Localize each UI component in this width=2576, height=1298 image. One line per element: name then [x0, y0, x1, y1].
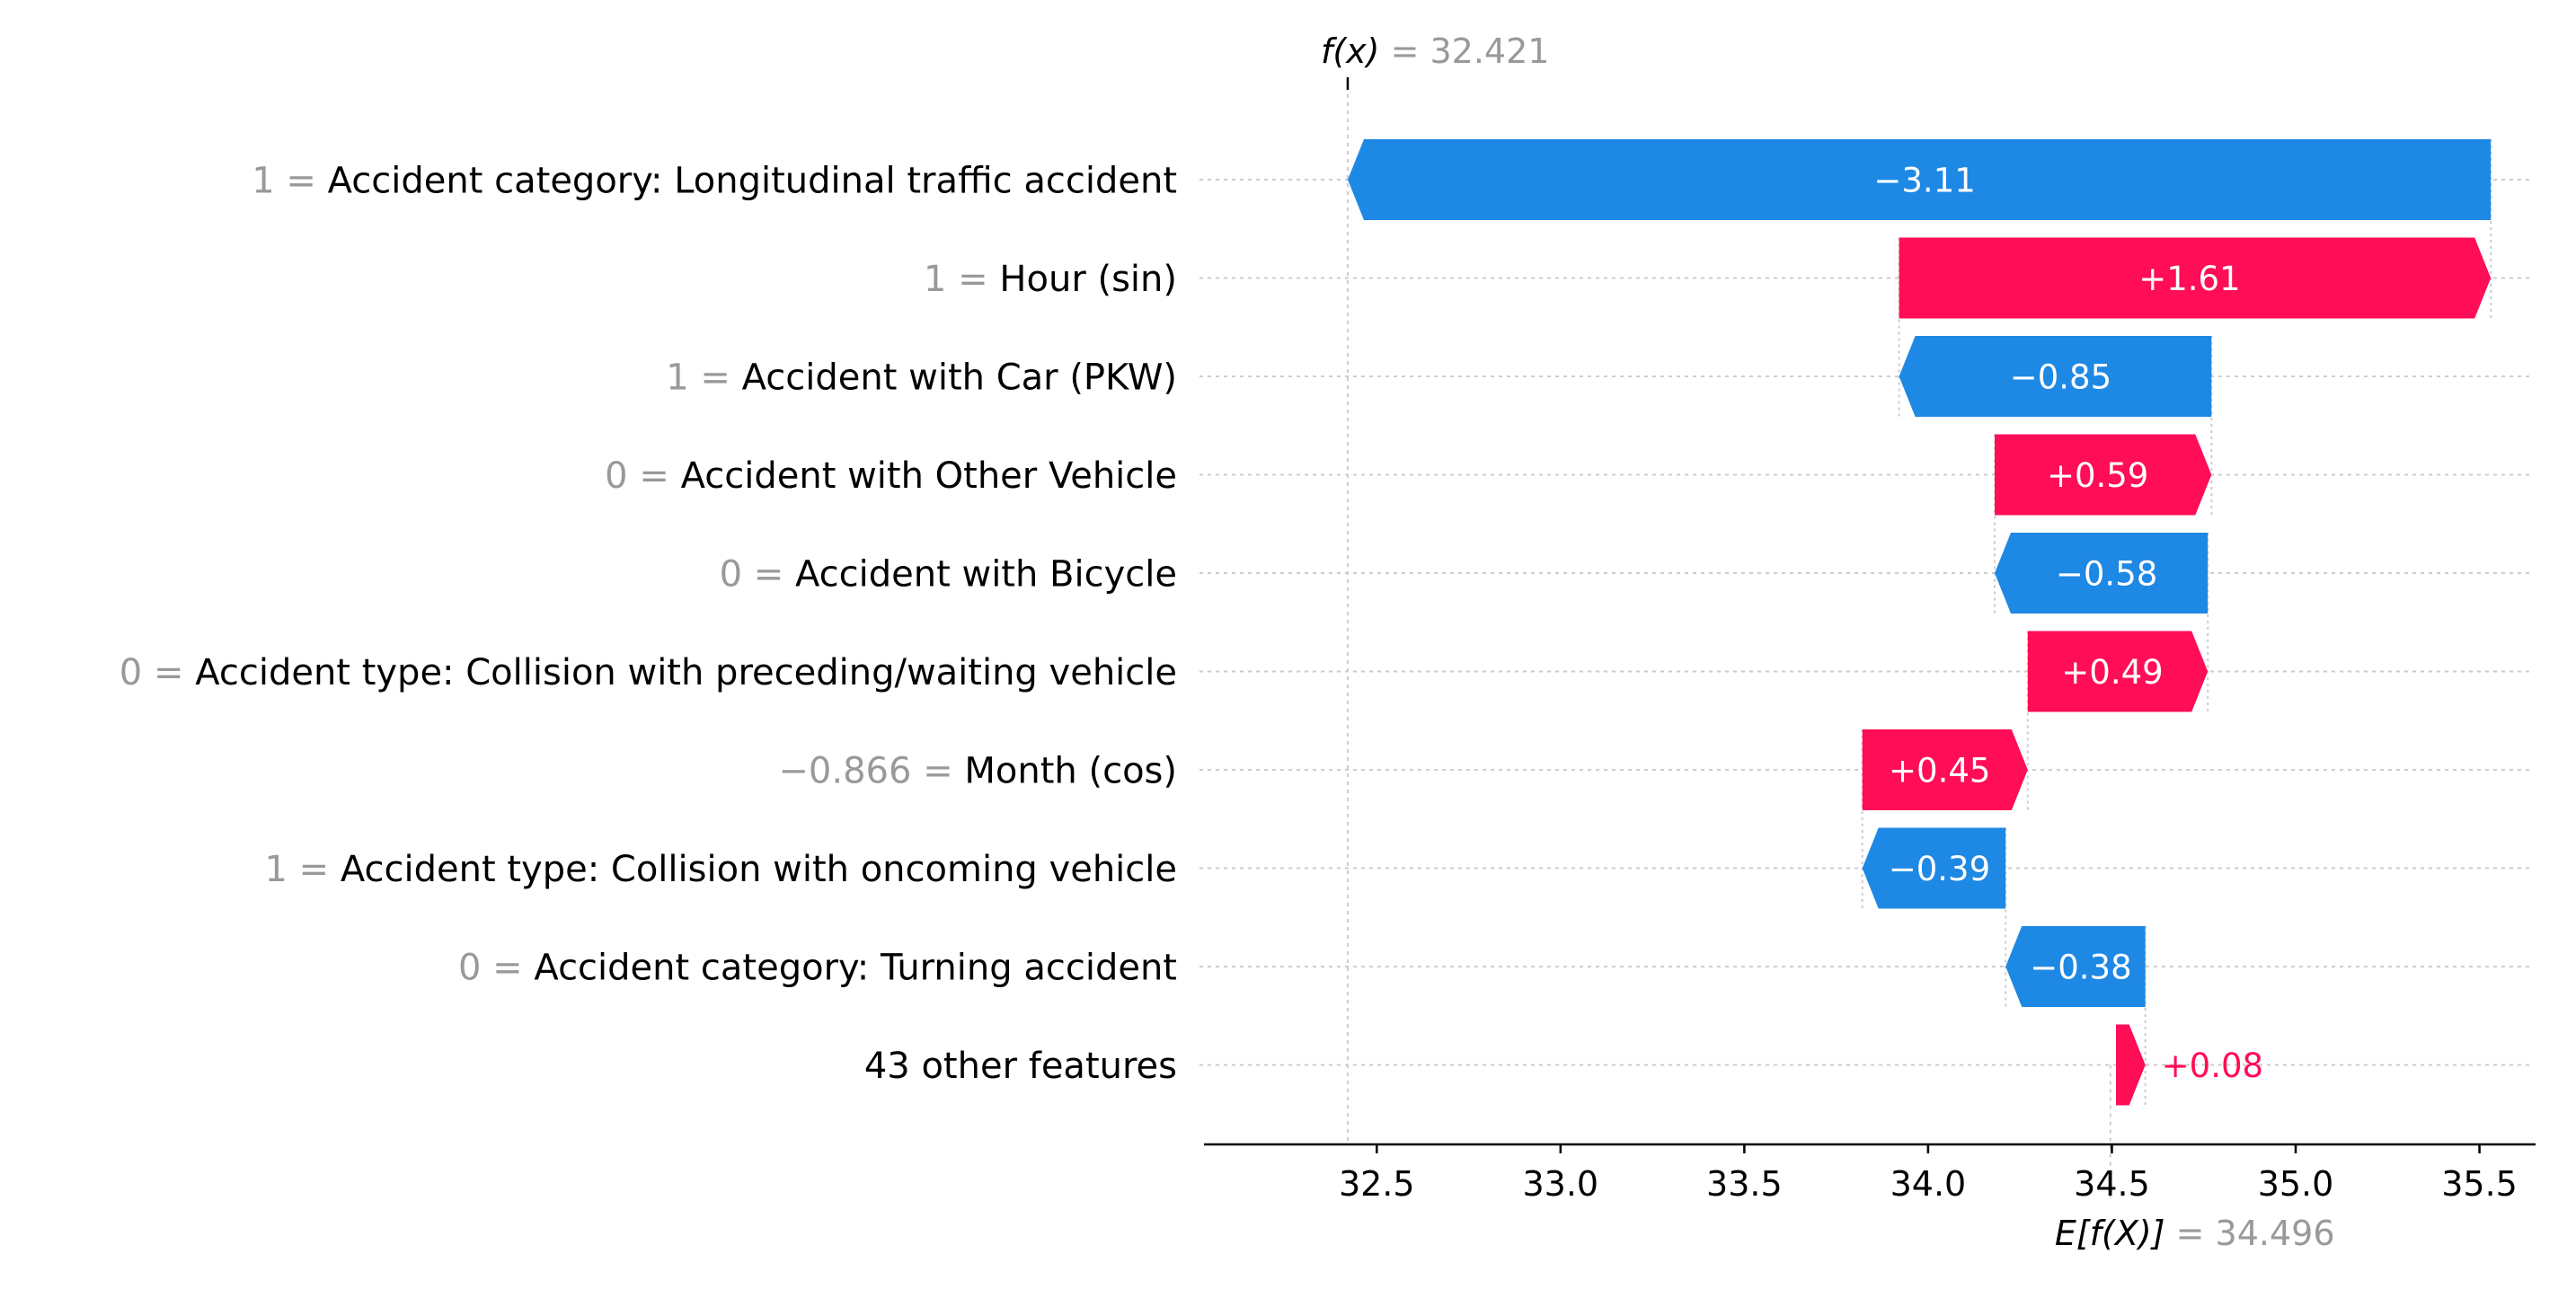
feature-value: 0 = — [720, 553, 795, 595]
feature-name: Accident with Other Vehicle — [681, 455, 1177, 497]
feature-value: 1 = — [666, 357, 741, 398]
x-tick-label: 35.5 — [2441, 1164, 2518, 1204]
bar-value-label: +0.08 — [2162, 1046, 2263, 1085]
bar-value-label: +1.61 — [2138, 260, 2240, 298]
efx-annotation: E[f(X)] = 34.496 — [2055, 1214, 2335, 1253]
x-axis: 32.5 33.0 33.5 34.0 34.5 35.0 35.5 — [1204, 1143, 2536, 1204]
feature-name: Hour (sin) — [999, 259, 1177, 300]
feature-label: 43 other features — [864, 1046, 1177, 1087]
fx-label: f(x) — [1321, 31, 1380, 71]
feature-name: Accident type: Collision with preceding/… — [195, 652, 1177, 693]
contribution-bar — [1862, 729, 2028, 810]
bar-value-label: −0.85 — [2010, 358, 2111, 396]
feature-label: 0 = Accident with Bicycle — [720, 553, 1177, 595]
x-tick-label: 35.0 — [2258, 1164, 2334, 1204]
bar-value-label: −0.38 — [2030, 948, 2131, 986]
feature-name: Accident category: Longitudinal traffic … — [328, 160, 1177, 201]
feature-value: −0.866 = — [778, 750, 964, 791]
feature-label: 1 = Accident category: Longitudinal traf… — [252, 160, 1177, 201]
contribution-bar — [1995, 533, 2209, 614]
feature-label: 1 = Accident type: Collision with oncomi… — [264, 849, 1177, 890]
x-tick-label: 34.0 — [1890, 1164, 1967, 1204]
contribution-bar — [2005, 926, 2146, 1007]
contribution-bar — [2027, 631, 2209, 712]
x-tick-label: 32.5 — [1339, 1164, 1415, 1204]
contribution-bar — [1995, 434, 2212, 516]
x-tick-label: 33.5 — [1706, 1164, 1783, 1204]
contribution-bar — [2116, 1024, 2146, 1106]
feature-value: 1 = — [924, 259, 999, 300]
bar-value-label: +0.49 — [2061, 653, 2163, 692]
feature-name: Accident type: Collision with oncoming v… — [341, 849, 1177, 890]
bar-value-label: −0.39 — [1889, 850, 1990, 888]
feature-value: 0 = — [605, 455, 680, 497]
contribution-bars: −3.11 +1.61 −0.85 +0.59 −0.58 +0.49 +0.45 −0.39… — [1348, 139, 2492, 1106]
feature-label: 0 = Accident category: Turning accident — [458, 947, 1177, 988]
feature-label: 0 = Accident type: Collision with preced… — [120, 652, 1177, 693]
feature-value: 1 = — [252, 160, 327, 201]
feature-label: −0.866 = Month (cos) — [778, 750, 1177, 791]
contribution-bar — [1899, 336, 2212, 417]
feature-name: 43 other features — [864, 1046, 1177, 1087]
annotations: f(x) = 32.421 E[f(X)] = 34.496 — [1321, 31, 2335, 1253]
feature-value: 0 = — [120, 652, 195, 693]
fx-annotation: f(x) = 32.421 — [1321, 31, 1550, 71]
efx-value: = 34.496 — [2165, 1214, 2335, 1253]
contribution-bar — [1862, 827, 2006, 909]
x-tick-label: 34.5 — [2074, 1164, 2150, 1204]
feature-label: 1 = Hour (sin) — [924, 259, 1177, 300]
feature-label: 1 = Accident with Car (PKW) — [666, 357, 1177, 398]
feature-name: Accident with Bicycle — [795, 553, 1177, 595]
contribution-bar — [1348, 139, 2492, 220]
efx-label: E[f(X)] — [2055, 1214, 2165, 1253]
contribution-bar — [1899, 237, 2492, 319]
bar-value-label: −0.58 — [2056, 554, 2157, 593]
fx-value: = 32.421 — [1379, 31, 1549, 71]
feature-name: Month (cos) — [964, 750, 1177, 791]
x-tick-label: 33.0 — [1523, 1164, 1599, 1204]
feature-value: 0 = — [458, 947, 534, 988]
reference-lines — [1346, 86, 2492, 1198]
feature-name: Accident category: Turning accident — [534, 947, 1177, 988]
feature-name: Accident with Car (PKW) — [742, 357, 1177, 398]
feature-labels: 1 = Accident category: Longitudinal traf… — [120, 160, 1177, 1087]
bar-value-label: +0.59 — [2047, 456, 2148, 495]
feature-label: 0 = Accident with Other Vehicle — [605, 455, 1177, 497]
bar-value-label: +0.45 — [1889, 751, 1990, 790]
feature-value: 1 = — [264, 849, 340, 890]
bar-value-label: −3.11 — [1873, 161, 1975, 199]
